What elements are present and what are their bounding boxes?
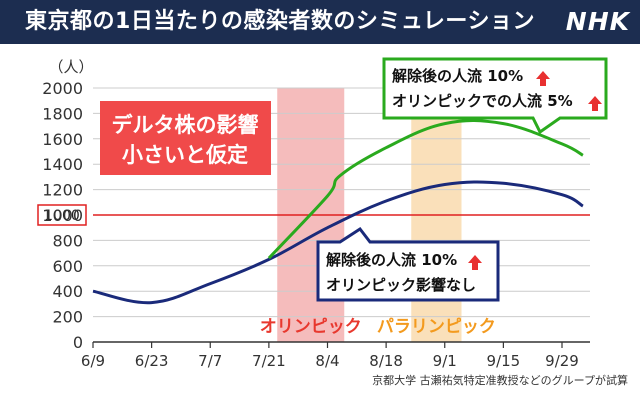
x-tick-label: 9/29: [545, 352, 579, 370]
y-tick-label: 800: [52, 231, 83, 250]
x-tick-label: 6/23: [135, 352, 169, 370]
green-callout-line2: オリンピックでの人流 5%: [392, 92, 573, 110]
x-tick-label: 7/7: [198, 352, 222, 370]
y-tick-label: 1600: [42, 130, 83, 149]
chart-title: 東京都の1日当たりの感染者数のシミュレーション: [25, 9, 535, 34]
nhk-logo: NHK: [565, 7, 630, 36]
x-tick-label: 9/15: [487, 352, 521, 370]
y-tick-label: 200: [52, 308, 83, 327]
y-tick-label: 2000: [42, 79, 83, 98]
up-arrow-icon: [468, 255, 482, 270]
y-tick-label: 400: [52, 282, 83, 301]
green-callout-line1: 解除後の人流 10%: [392, 67, 523, 85]
x-tick-label: 8/18: [369, 352, 403, 370]
x-tick-label: 7/21: [252, 352, 286, 370]
delta-annotation-line1: デルタ株の影響: [112, 113, 259, 137]
y-tick-label: 1400: [42, 155, 83, 174]
y-tick-label: 1000: [42, 206, 83, 225]
x-tick-label: 9/1: [433, 352, 457, 370]
series-line-green: [267, 119, 584, 260]
header-bar: 東京都の1日当たりの感染者数のシミュレーション NHK: [0, 0, 640, 44]
up-arrow-icon: [536, 71, 550, 86]
olympics-band-label: オリンピック: [260, 317, 362, 337]
reference-line-label: 1000: [44, 208, 80, 224]
delta-annotation-box: [100, 101, 271, 175]
y-axis-unit: （人）: [48, 58, 93, 76]
y-tick-label: 1200: [42, 181, 83, 200]
series-line-navy: [92, 180, 584, 305]
green-callout-box: [382, 57, 608, 135]
paralympics-band-label: パラリンピック: [377, 317, 496, 337]
line-chart: オリンピック パラリンピック 1000 020040060080010001200…: [37, 57, 628, 387]
navy-callout-box: [316, 226, 500, 302]
delta-annotation-line2: 小さいと仮定: [122, 143, 248, 167]
x-tick-label: 8/4: [315, 352, 339, 370]
y-tick-label: 0: [73, 333, 83, 352]
reference-line-label-box: [37, 204, 87, 226]
navy-callout-line1: 解除後の人流 10%: [326, 251, 457, 269]
y-tick-label: 600: [52, 257, 83, 276]
source-note: 京都大学 古瀬祐気特定准教授などのグループが試算: [372, 373, 628, 387]
y-tick-label: 1800: [42, 104, 83, 123]
up-arrow-icon: [588, 96, 602, 111]
x-tick-label: 6/9: [81, 352, 105, 370]
navy-callout-line2: オリンピック影響なし: [326, 276, 476, 294]
